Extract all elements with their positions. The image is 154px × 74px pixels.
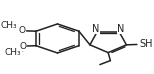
Text: N: N: [117, 24, 124, 34]
Text: N: N: [92, 24, 100, 34]
Text: SH: SH: [140, 39, 153, 50]
Text: O: O: [19, 42, 26, 50]
Text: O: O: [18, 26, 25, 35]
Text: CH₃: CH₃: [1, 21, 17, 30]
Text: CH₃: CH₃: [4, 48, 21, 57]
